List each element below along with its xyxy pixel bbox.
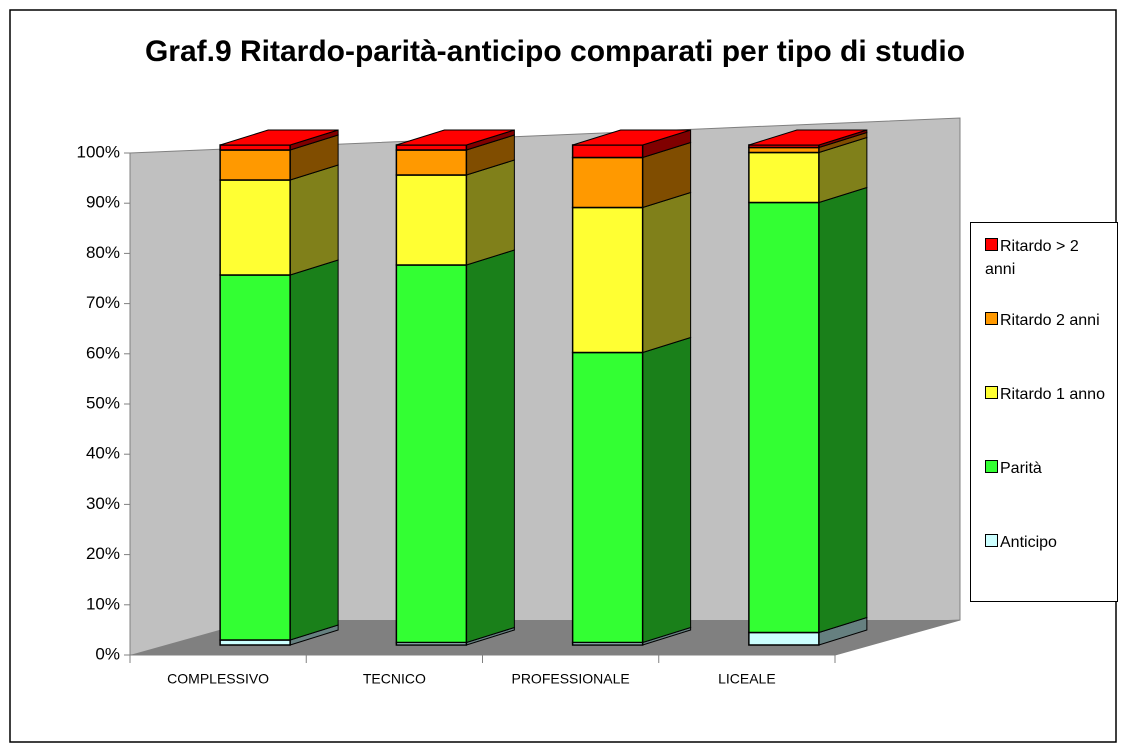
y-tick-label: 50% <box>86 393 120 412</box>
bar-top <box>572 129 691 146</box>
x-tick-label: TECNICO <box>363 671 426 687</box>
legend-label: Ritardo 1 anno <box>1000 386 1105 403</box>
legend-swatch <box>985 238 998 251</box>
legend-label: Ritardo > 2 anni <box>985 238 1079 278</box>
bar <box>748 631 820 646</box>
y-tick-label: 0% <box>95 644 120 663</box>
bar-side <box>818 186 868 634</box>
bar <box>395 149 468 176</box>
y-tick-label: 100% <box>77 142 120 161</box>
bar <box>748 201 820 634</box>
legend-swatch <box>985 386 998 399</box>
legend-item: Ritardo > 2 anni <box>985 235 1110 281</box>
bar <box>395 144 468 151</box>
y-tick-label: 70% <box>86 293 120 312</box>
bar-side <box>289 164 339 276</box>
bar <box>219 179 291 276</box>
legend-label: Anticipo <box>1000 534 1057 551</box>
bar <box>395 174 468 266</box>
bar-side <box>642 336 692 644</box>
legend-swatch <box>985 460 998 473</box>
bar-top <box>396 129 515 146</box>
chart-title: Graf.9 Ritardo-parità-anticipo comparati… <box>144 35 966 68</box>
y-tick-label: 90% <box>86 193 120 212</box>
floor-edge <box>834 619 961 656</box>
bar-top <box>748 129 868 146</box>
legend-item: Anticipo <box>985 531 1110 554</box>
bar <box>571 351 644 644</box>
y-tick-label: 20% <box>86 544 120 563</box>
legend: Anticipo Parità Ritardo 1 anno Ritardo 2 an… <box>970 222 1118 602</box>
legend-label: Parità <box>1000 460 1042 477</box>
bar-side <box>465 249 515 644</box>
bar <box>571 156 644 209</box>
bar <box>219 149 291 181</box>
y-tick-label: 10% <box>86 594 120 613</box>
bar <box>748 151 820 204</box>
x-tick-label: LICEALE <box>718 671 776 687</box>
bar-side <box>465 159 515 266</box>
x-tick-label: PROFESSIONALE <box>511 671 629 687</box>
bar <box>395 264 468 644</box>
bar <box>219 274 291 641</box>
legend-item: Ritardo 2 anni <box>985 309 1110 332</box>
y-tick-label: 40% <box>86 444 120 463</box>
x-tick-label: COMPLESSIVO <box>167 671 269 687</box>
legend-item: Ritardo 1 anno <box>985 383 1110 406</box>
bar <box>219 144 291 151</box>
bar-top <box>219 129 339 146</box>
legend-label: Ritardo 2 anni <box>1000 312 1100 329</box>
legend-swatch <box>985 312 998 325</box>
legend-swatch <box>985 534 998 547</box>
bar <box>571 144 644 159</box>
bar <box>571 206 644 354</box>
bar-side <box>289 259 339 641</box>
y-tick-label: 60% <box>86 343 120 362</box>
y-tick-label: 30% <box>86 494 120 513</box>
legend-item: Parità <box>985 457 1110 480</box>
bar-side <box>642 191 692 354</box>
y-tick-label: 80% <box>86 243 120 262</box>
